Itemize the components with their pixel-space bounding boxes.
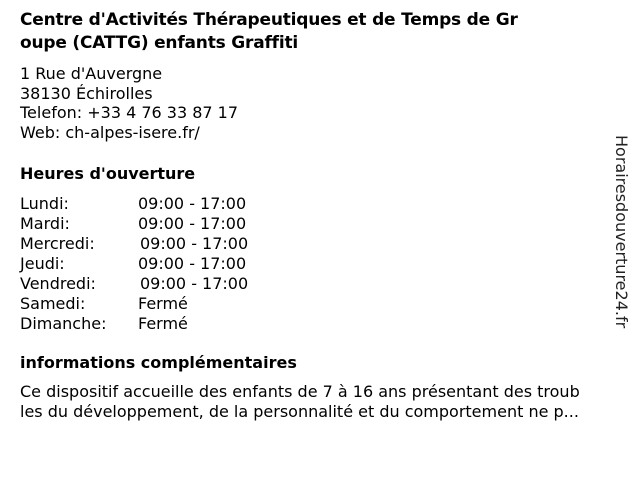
street: 1 Rue d'Auvergne [20, 64, 163, 83]
day-hours: Fermé [138, 314, 188, 333]
day-hours: 09:00 - 17:00 [140, 274, 249, 293]
day-label: Lundi: [20, 194, 69, 213]
day-label: Dimanche: [20, 314, 107, 333]
info-heading: informations complémentaires [20, 353, 297, 372]
page-title: Centre d'Activités Thérapeutiques et de … [20, 10, 518, 53]
hours-heading: Heures d'ouverture [20, 164, 196, 183]
day-label: Jeudi: [20, 254, 65, 273]
info-description: Ce dispositif accueille des enfants de 7… [20, 382, 580, 421]
day-hours: Fermé [138, 294, 188, 313]
phone: Telefon: +33 4 76 33 87 17 [20, 103, 239, 123]
website-link[interactable]: Web: ch-alpes-isere.fr/ [20, 123, 200, 143]
day-label: Mardi: [20, 214, 70, 233]
watermark-site-name: Horairesdouverture24.fr [612, 135, 631, 329]
day-hours: 09:00 - 17:00 [138, 214, 247, 233]
day-hours: 09:00 - 17:00 [138, 194, 247, 213]
day-hours: 09:00 - 17:00 [140, 234, 249, 253]
day-label: Mercredi: [20, 234, 95, 253]
day-label: Samedi: [20, 294, 86, 313]
day-label: Vendredi: [20, 274, 96, 293]
city: 38130 Échirolles [20, 83, 153, 103]
day-hours: 09:00 - 17:00 [138, 254, 247, 273]
address-block: 1 Rue d'Auvergne 38130 Échirolles Telefo… [20, 64, 238, 143]
